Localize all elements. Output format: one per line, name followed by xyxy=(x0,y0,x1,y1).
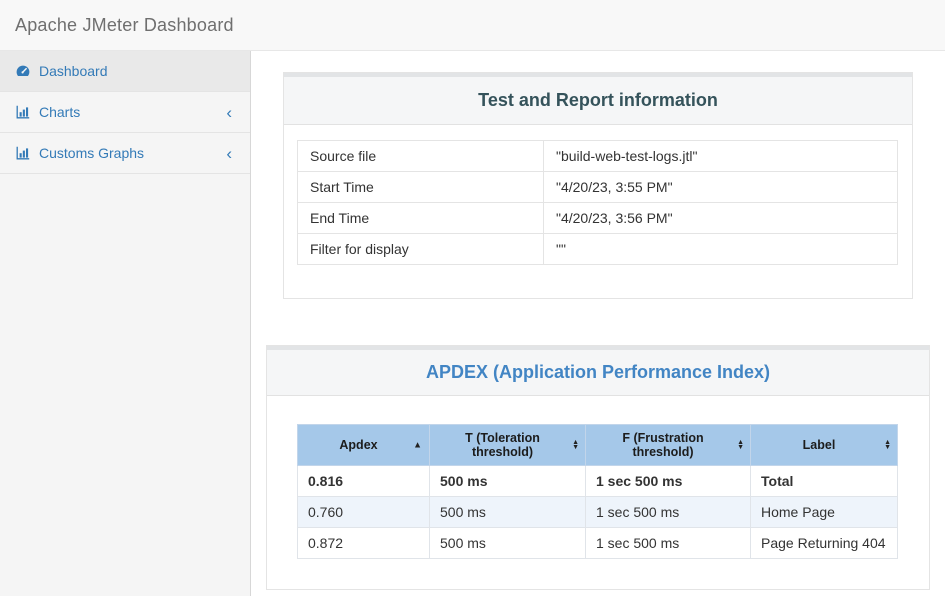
panel-body: Apdex ▲ T (Toleration threshold) ▲ ▼ F (F… xyxy=(267,396,929,589)
info-value: "" xyxy=(543,233,898,265)
table-row-total: 0.816 500 ms 1 sec 500 ms Total xyxy=(297,465,898,497)
label-value: Page Returning 404 xyxy=(750,527,898,559)
table-header-row: Apdex ▲ T (Toleration threshold) ▲ ▼ F (F… xyxy=(297,424,898,466)
info-label: Filter for display xyxy=(297,233,544,265)
info-value: "4/20/23, 3:56 PM" xyxy=(543,202,898,234)
panel-top-strip xyxy=(267,346,929,350)
test-report-info-title: Test and Report information xyxy=(478,90,718,110)
info-label: Start Time xyxy=(297,171,544,203)
sort-icon[interactable]: ▲ ▼ xyxy=(737,439,744,451)
sort-icon[interactable]: ▲ ▼ xyxy=(884,439,891,451)
table-row: 0.760 500 ms 1 sec 500 ms Home Page xyxy=(297,496,898,528)
frustration-value: 1 sec 500 ms xyxy=(585,496,751,528)
app-title: Apache JMeter Dashboard xyxy=(15,14,234,35)
panel-heading: Test and Report information xyxy=(284,77,912,125)
table-row: Source file "build-web-test-logs.jtl" xyxy=(297,140,898,172)
bar-chart-icon xyxy=(14,104,31,120)
info-value: "build-web-test-logs.jtl" xyxy=(543,140,898,172)
table-row: Filter for display "" xyxy=(297,233,898,265)
toleration-value: 500 ms xyxy=(429,527,586,559)
label-value: Home Page xyxy=(750,496,898,528)
info-label: Source file xyxy=(297,140,544,172)
apdex-table: Apdex ▲ T (Toleration threshold) ▲ ▼ F (F… xyxy=(297,424,898,559)
apdex-value: 0.872 xyxy=(297,527,430,559)
table-row: End Time "4/20/23, 3:56 PM" xyxy=(297,202,898,234)
top-navbar: Apache JMeter Dashboard xyxy=(0,0,945,51)
column-label: T (Toleration threshold) xyxy=(465,431,540,459)
table-row: Start Time "4/20/23, 3:55 PM" xyxy=(297,171,898,203)
sort-ascending-icon[interactable]: ▲ xyxy=(413,439,422,450)
sidebar-item-charts[interactable]: Charts ‹ xyxy=(0,92,250,133)
sidebar-item-label: Dashboard xyxy=(39,63,108,79)
test-report-info-panel: Test and Report information Source file … xyxy=(283,72,913,299)
column-header-frustration[interactable]: F (Frustration threshold) ▲ ▼ xyxy=(585,424,751,466)
apdex-panel: APDEX (Application Performance Index) Ap… xyxy=(266,345,930,590)
frustration-value: 1 sec 500 ms xyxy=(585,465,751,497)
apdex-value: 0.760 xyxy=(297,496,430,528)
test-info-table: Source file "build-web-test-logs.jtl" St… xyxy=(297,140,898,265)
toleration-value: 500 ms xyxy=(429,465,586,497)
column-label: F (Frustration threshold) xyxy=(622,431,704,459)
panel-body: Source file "build-web-test-logs.jtl" St… xyxy=(284,125,912,298)
column-label: Apdex xyxy=(339,438,378,452)
column-header-toleration[interactable]: T (Toleration threshold) ▲ ▼ xyxy=(429,424,586,466)
sidebar-item-label: Customs Graphs xyxy=(39,145,145,161)
chevron-left-icon[interactable]: ‹ xyxy=(226,143,232,163)
bar-chart-icon xyxy=(14,145,31,161)
column-header-apdex[interactable]: Apdex ▲ xyxy=(297,424,430,466)
main-content: Test and Report information Source file … xyxy=(251,51,945,596)
column-label: Label xyxy=(802,438,836,452)
column-header-label[interactable]: Label ▲ ▼ xyxy=(750,424,898,466)
table-row: 0.872 500 ms 1 sec 500 ms Page Returning… xyxy=(297,527,898,559)
apdex-title: APDEX (Application Performance Index) xyxy=(425,362,771,382)
info-label: End Time xyxy=(297,202,544,234)
frustration-value: 1 sec 500 ms xyxy=(585,527,751,559)
panel-heading: APDEX (Application Performance Index) xyxy=(267,350,929,396)
info-value: "4/20/23, 3:55 PM" xyxy=(543,171,898,203)
panel-top-strip xyxy=(284,73,912,77)
sidebar-item-dashboard[interactable]: Dashboard xyxy=(0,51,250,92)
tachometer-icon xyxy=(14,63,31,79)
sidebar: Dashboard Charts ‹ xyxy=(0,51,251,596)
sort-icon[interactable]: ▲ ▼ xyxy=(572,439,579,451)
chevron-left-icon[interactable]: ‹ xyxy=(226,102,232,122)
sidebar-item-label: Charts xyxy=(39,104,81,120)
toleration-value: 500 ms xyxy=(429,496,586,528)
sidebar-item-customs-graphs[interactable]: Customs Graphs ‹ xyxy=(0,133,250,174)
label-value: Total xyxy=(750,465,898,497)
apdex-value: 0.816 xyxy=(297,465,430,497)
